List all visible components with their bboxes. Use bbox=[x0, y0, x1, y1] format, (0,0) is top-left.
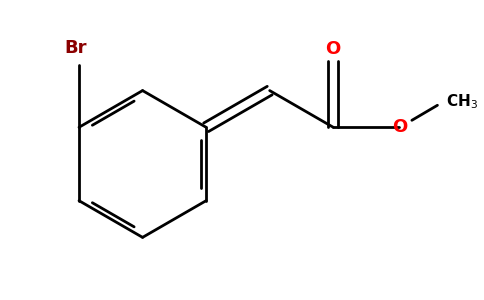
Text: O: O bbox=[392, 118, 407, 136]
Text: O: O bbox=[326, 40, 341, 58]
Text: Br: Br bbox=[64, 38, 87, 56]
Text: CH$_3$: CH$_3$ bbox=[446, 92, 478, 111]
